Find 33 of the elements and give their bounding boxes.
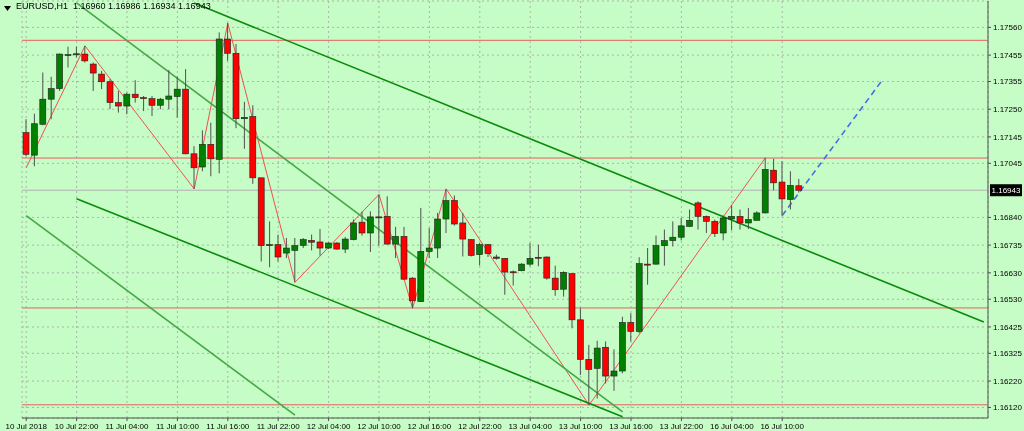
x-tick-label: 11 Jul 04:00 <box>105 421 150 431</box>
x-tick-label: 13 Jul 16:00 <box>609 421 654 431</box>
x-tick-label: 11 Jul 22:00 <box>256 421 301 431</box>
x-tick-label: 10 Jul 2018 <box>5 421 48 431</box>
x-tick-label: 12 Jul 16:00 <box>407 421 452 431</box>
y-tick-label: 1.17355 <box>993 77 1023 87</box>
y-tick-label: 1.16840 <box>993 213 1023 223</box>
y-tick-label: 1.16325 <box>993 349 1023 359</box>
x-tick-label: 13 Jul 10:00 <box>558 421 603 431</box>
y-tick-label: 1.17250 <box>993 105 1023 115</box>
x-tick-label: 12 Jul 10:00 <box>357 421 402 431</box>
y-tick-label: 1.16735 <box>993 240 1023 250</box>
x-tick-label: 16 Jul 10:00 <box>760 421 805 431</box>
ref-line-label: 1.16943 <box>991 186 1022 196</box>
x-tick-label: 10 Jul 22:00 <box>54 421 99 431</box>
x-tick-label: 12 Jul 04:00 <box>306 421 351 431</box>
x-tick-label: 11 Jul 10:00 <box>155 421 200 431</box>
y-tick-label: 1.16120 <box>993 403 1023 413</box>
x-tick-label: 12 Jul 22:00 <box>458 421 503 431</box>
y-tick-label: 1.16220 <box>993 376 1023 386</box>
y-tick-label: 1.17045 <box>993 159 1023 169</box>
candlestick <box>509 269 517 287</box>
x-tick-label: 13 Jul 22:00 <box>659 421 704 431</box>
y-tick-label: 1.16425 <box>993 322 1023 332</box>
x-tick-label: 16 Jul 04:00 <box>710 421 755 431</box>
x-tick-label: 11 Jul 16:00 <box>206 421 250 431</box>
y-tick-label: 1.17455 <box>993 50 1023 60</box>
y-tick-label: 1.17145 <box>993 132 1023 142</box>
y-tick-label: 1.16630 <box>993 268 1023 278</box>
y-tick-label: 1.17560 <box>993 23 1023 33</box>
y-tick-label: 1.16530 <box>993 295 1023 305</box>
line-series <box>25 22 766 406</box>
x-tick-label: 13 Jul 04:00 <box>508 421 553 431</box>
